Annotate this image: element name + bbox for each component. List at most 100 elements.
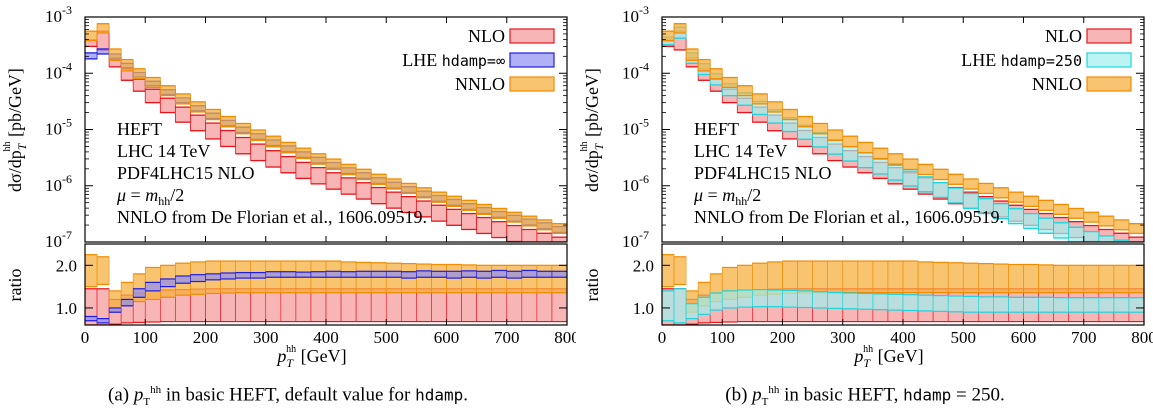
legend-code: hdamp=∞ xyxy=(442,52,505,70)
x-tick-label: 800 xyxy=(1131,328,1153,347)
ratio-bar-nnlo-9 xyxy=(782,260,798,294)
ratio-bar-nnlo-31 xyxy=(1113,265,1130,293)
ratio-bar-lhe-2 xyxy=(685,303,699,319)
ratio-bar-lhe-15 xyxy=(872,293,889,310)
annotation-eq: = xyxy=(703,185,722,205)
main-plot-area xyxy=(85,23,567,242)
x-tick-label: 0 xyxy=(81,328,90,347)
legend-swatch-nlo xyxy=(1086,28,1132,44)
bar-nlo-32 xyxy=(1128,236,1144,242)
bar-nnlo-1 xyxy=(96,23,110,34)
ratio-bar-nlo-25 xyxy=(446,288,462,322)
y-tick-label: 10-4 xyxy=(622,59,649,82)
y-axis-label-sub: T xyxy=(15,142,29,150)
bar-nnlo-4 xyxy=(709,68,723,80)
series-lhe-band xyxy=(662,26,1144,242)
ratio-bar-nnlo-28 xyxy=(491,265,508,293)
caption-a: (a) pThh in basic HEFT, default value fo… xyxy=(0,384,576,408)
bar-nnlo-21 xyxy=(962,178,979,190)
bar-nnlo-20 xyxy=(370,173,387,185)
ratio-tick-label: 1.0 xyxy=(56,299,77,318)
annotation-mu-tail: /2 xyxy=(747,185,761,205)
caption-sup: hh xyxy=(150,384,162,396)
ratio-bar-lhe-26 xyxy=(461,270,477,278)
legend-swatch-lhe xyxy=(509,52,555,68)
bar-nlo-19 xyxy=(355,182,372,200)
ratio-bar-nlo-13 xyxy=(265,288,282,322)
ratio-bar-lhe-9 xyxy=(205,273,221,281)
ratio-bar-lhe-0 xyxy=(85,316,98,322)
ratio-bar-nnlo-1 xyxy=(673,256,687,285)
ratio-bar-nlo-19 xyxy=(355,288,372,322)
series-nnlo-band xyxy=(662,23,1144,235)
x-tick-label: 600 xyxy=(434,328,460,347)
main-plot-area xyxy=(662,23,1144,242)
caption-prefix: (a) xyxy=(108,384,134,406)
bar-nnlo-28 xyxy=(1068,208,1085,219)
ratio-bar-lhe-32 xyxy=(1128,297,1144,313)
bar-nnlo-26 xyxy=(1038,199,1055,211)
ratio-bar-nnlo-21 xyxy=(385,262,402,293)
caption-sub: T xyxy=(143,396,151,409)
ratio-bar-lhe-27 xyxy=(476,270,492,279)
bar-nlo-27 xyxy=(476,217,493,234)
y-axis-label: dσ/dpThh [pb/GeV] xyxy=(2,68,29,192)
bar-nnlo-18 xyxy=(917,163,934,175)
x-tick-label: 500 xyxy=(374,328,400,347)
ratio-bar-nnlo-25 xyxy=(1023,264,1039,293)
ratio-bar-lhe-16 xyxy=(310,271,327,278)
ratio-bar-nlo-23 xyxy=(416,288,432,322)
annotation-mu-tail: /2 xyxy=(170,185,184,205)
ratio-bar-nlo-10 xyxy=(220,288,236,322)
ratio-bar-nlo-21 xyxy=(385,288,402,322)
ratio-lhe-band xyxy=(85,269,567,324)
ratio-bar-lhe-7 xyxy=(752,289,768,307)
bar-nlo-32 xyxy=(551,236,567,242)
ratio-bar-nlo-11 xyxy=(235,288,251,322)
ratio-bar-lhe-10 xyxy=(797,290,813,308)
bar-nnlo-5 xyxy=(144,77,161,88)
ratio-bar-nlo-32 xyxy=(551,288,567,322)
x-axis-label: pThh [GeV] xyxy=(852,344,923,370)
ratio-bar-lhe-13 xyxy=(842,292,859,310)
ratio-bar-lhe-5 xyxy=(144,282,161,292)
bar-nlo-9 xyxy=(205,122,221,140)
bar-nnlo-25 xyxy=(446,195,462,207)
bar-nnlo-3 xyxy=(697,59,711,72)
legend: NLO LHE hdamp=∞ NNLO xyxy=(402,26,555,94)
bar-nnlo-21 xyxy=(385,178,402,190)
bar-lhe-25 xyxy=(1023,213,1039,229)
ratio-bar-nnlo-29 xyxy=(1083,265,1100,293)
ratio-bar-lhe-24 xyxy=(431,270,447,278)
ratio-bar-nlo-12 xyxy=(250,288,267,322)
bar-nlo-24 xyxy=(431,204,447,222)
bar-nnlo-9 xyxy=(205,109,221,120)
ratio-bar-lhe-30 xyxy=(521,270,538,278)
bar-nnlo-6 xyxy=(736,85,753,97)
x-tick-label: 300 xyxy=(830,328,856,347)
ratio-bar-nnlo-18 xyxy=(917,261,934,293)
y-tick-label: 10-5 xyxy=(622,116,649,139)
ratio-bar-nnlo-10 xyxy=(797,260,813,294)
ratio-bar-lhe-11 xyxy=(812,291,828,309)
ratio-bar-nnlo-32 xyxy=(551,265,567,293)
ratio-bar-lhe-25 xyxy=(446,270,462,279)
ratio-bar-lhe-22 xyxy=(978,296,994,313)
ratio-bar-nnlo-11 xyxy=(812,260,828,293)
ratio-bar-lhe-15 xyxy=(295,271,312,278)
bar-nlo-25 xyxy=(446,208,462,226)
ratio-bar-lhe-26 xyxy=(1038,296,1054,313)
ratio-bar-lhe-28 xyxy=(491,270,508,278)
bar-nlo-26 xyxy=(461,213,478,230)
ratio-bar-nnlo-26 xyxy=(461,264,477,293)
legend-label-nlo: NLO xyxy=(468,26,505,46)
annotation-line: HEFT xyxy=(694,119,739,139)
x-tick-label: 100 xyxy=(710,328,736,347)
bar-lhe-19 xyxy=(932,182,949,198)
ratio-bar-nnlo-30 xyxy=(521,265,538,293)
ratio-bar-nlo-16 xyxy=(310,288,327,322)
ratio-bar-nlo-28 xyxy=(491,288,508,322)
annotation-m: m xyxy=(722,185,735,205)
legend-label-lhe: LHE hdamp=∞ xyxy=(402,50,505,70)
